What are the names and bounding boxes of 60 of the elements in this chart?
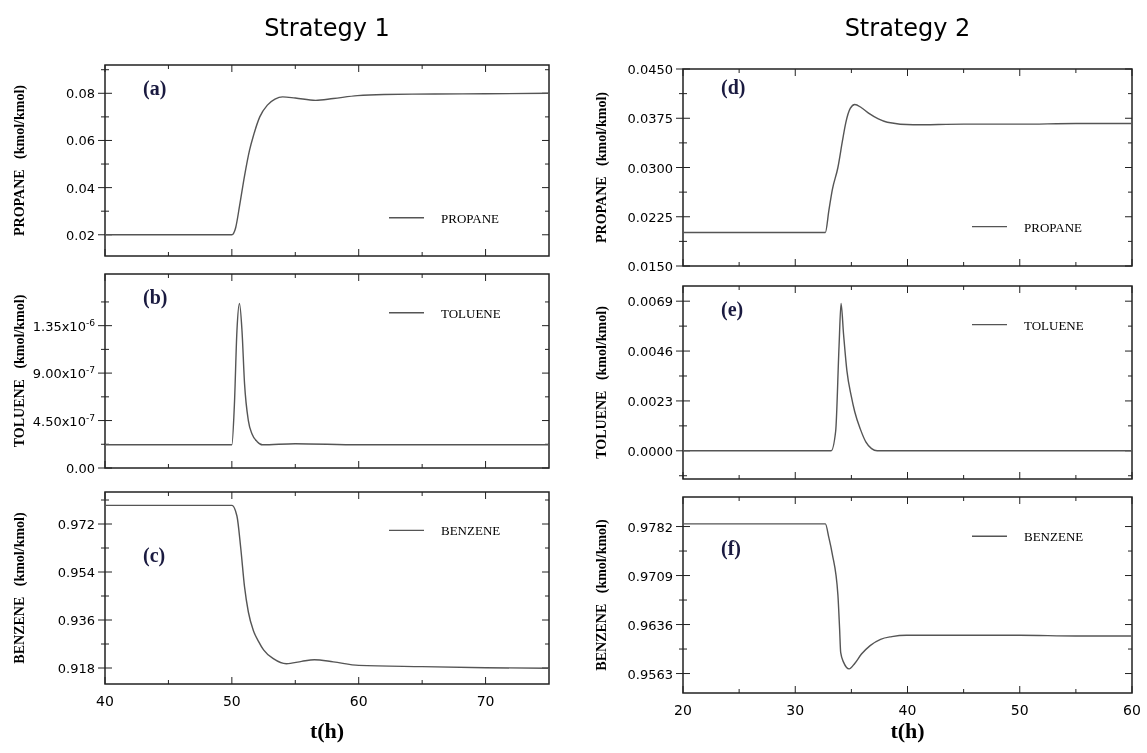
legend-label: BENZENE (1024, 529, 1084, 545)
x-tick-label: 50 (1010, 702, 1029, 718)
y-tick-label: 0.9563 (627, 666, 673, 682)
y-axis-title: TOLUENE (kmol/kmol) (594, 305, 610, 459)
y-tick-label: 0.954 (57, 565, 95, 580)
x-tick-label: 20 (674, 702, 692, 718)
y-tick-label: 0.00 (66, 461, 95, 476)
y-tick-label: 0.0000 (627, 443, 673, 459)
legend-label: BENZENE (441, 523, 501, 539)
y-axis-title: PROPANE (kmol/kmol) (594, 91, 610, 244)
y-tick-label: 0.936 (57, 613, 95, 628)
line-series (104, 504, 550, 669)
x-tick-label: 70 (476, 693, 495, 709)
y-tick-label: 0.0225 (627, 209, 673, 225)
y-axis-title: BENZENE (kmol/kmol) (12, 512, 28, 664)
x-tick-label: 40 (96, 693, 114, 709)
y-tick-label: 1.35x10$^{-6}$ (32, 317, 96, 334)
x-tick-label: 60 (1123, 702, 1141, 718)
annotation: (c) (143, 544, 166, 567)
y-tick-label: 4.50x10$^{-7}$ (32, 412, 96, 429)
y-tick-label: 0.0375 (627, 111, 673, 127)
x-tick-label: 30 (786, 702, 805, 718)
y-tick-label: 0.9782 (627, 519, 673, 535)
y-axis-title: PROPANE (kmol/kmol) (12, 84, 28, 237)
annotation: (f) (721, 537, 741, 560)
y-axis-title: TOLUENE (kmol/kmol) (12, 294, 28, 448)
y-tick-label: 0.08 (66, 86, 95, 102)
legend-label: PROPANE (441, 210, 500, 226)
chart-title: Strategy 1 (264, 14, 390, 42)
y-tick-label: 0.0069 (627, 294, 673, 310)
x-axis-title: t(h) (309, 718, 345, 743)
y-tick-label: 0.04 (66, 180, 95, 196)
y-tick-label: 0.0450 (627, 62, 673, 77)
annotation: (d) (721, 76, 746, 99)
x-tick-label: 50 (222, 693, 241, 709)
chart-title: Strategy 2 (844, 14, 971, 42)
annotation: (e) (721, 298, 744, 321)
y-tick-label: 0.9709 (627, 568, 673, 584)
line-series (682, 103, 1133, 234)
y-tick-label: 0.9636 (627, 617, 673, 633)
x-axis-title: t(h) (890, 718, 925, 743)
line-series (682, 523, 1133, 670)
x-tick-label: 40 (898, 702, 917, 718)
y-tick-label: 0.06 (66, 133, 95, 149)
y-tick-label: 0.02 (66, 227, 95, 243)
y-tick-label: 0.0150 (627, 259, 673, 274)
y-tick-label: 0.972 (57, 517, 95, 532)
line-series (682, 302, 1133, 452)
x-tick-label: 60 (349, 693, 368, 709)
legend-label: PROPANE (1024, 219, 1083, 235)
annotation: (b) (143, 286, 168, 309)
y-tick-label: 0.918 (57, 661, 95, 676)
legend-label: TOLUENE (1024, 317, 1084, 333)
y-tick-label: 0.0023 (627, 393, 673, 409)
y-tick-label: 0.0300 (627, 160, 673, 176)
y-axis-title: BENZENE (kmol/kmol) (594, 519, 610, 671)
annotation: (a) (143, 77, 167, 100)
legend-label: TOLUENE (441, 305, 501, 321)
y-tick-label: 9.00x10$^{-7}$ (32, 365, 96, 382)
y-tick-label: 0.0046 (627, 344, 673, 360)
